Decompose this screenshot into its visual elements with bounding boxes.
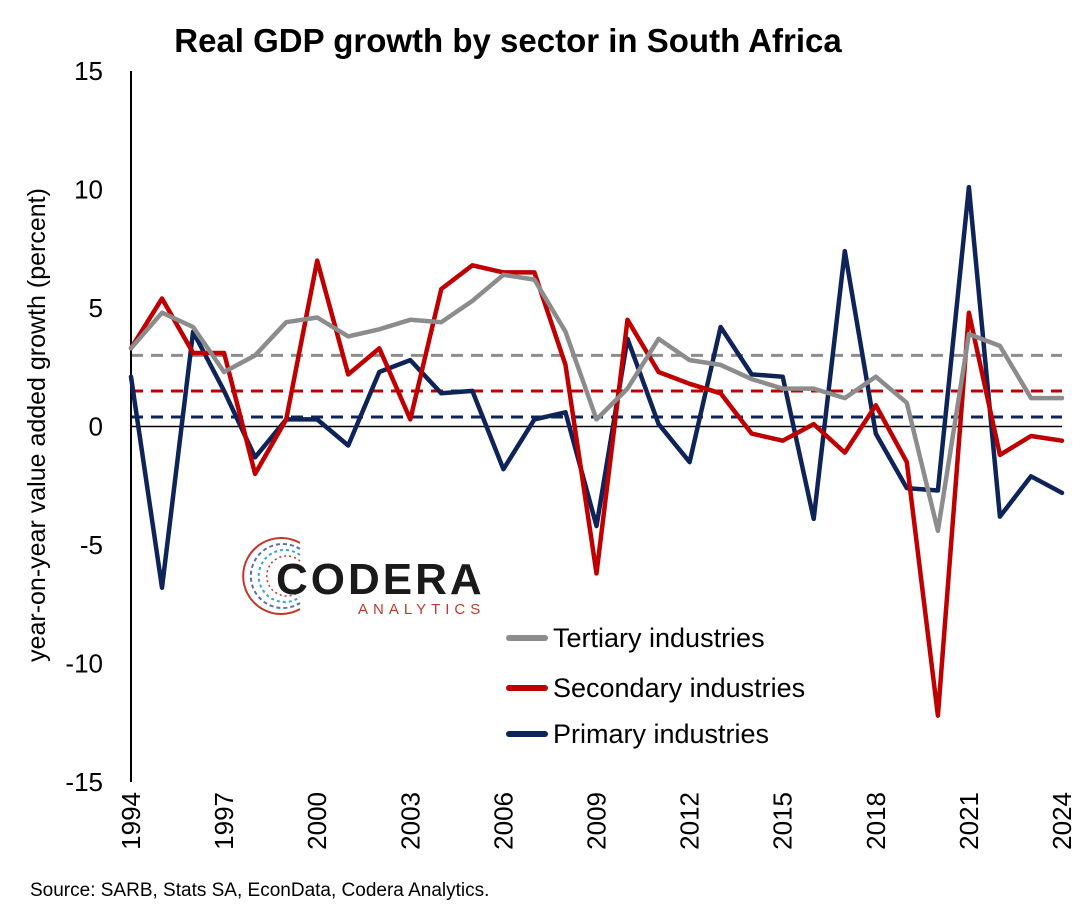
y-tick-label: 15 bbox=[74, 56, 103, 86]
y-tick-labels: -15 -10 -5 0 5 10 15 bbox=[65, 56, 103, 797]
legend-label: Secondary industries bbox=[553, 673, 805, 703]
legend: Tertiary industries Secondary industries P… bbox=[506, 623, 805, 749]
y-tick-label: -15 bbox=[65, 767, 103, 797]
x-tick-label: 2003 bbox=[395, 792, 425, 850]
average-lines bbox=[131, 353, 1062, 419]
codera-logo-name: CODERA bbox=[276, 555, 485, 604]
x-tick-label: 1997 bbox=[209, 792, 239, 850]
codera-logo-arc-icon bbox=[242, 537, 301, 615]
series-line bbox=[128, 258, 1065, 718]
x-tick-label: 2018 bbox=[861, 792, 891, 850]
x-tick-label: 2024 bbox=[1047, 792, 1077, 850]
y-tick-label: 10 bbox=[74, 175, 103, 205]
x-tick-label: 2006 bbox=[488, 792, 518, 850]
codera-logo: CODERA ANALYTICS bbox=[242, 537, 485, 618]
series-line bbox=[128, 272, 1065, 534]
source-note: Source: SARB, Stats SA, EconData, Codera… bbox=[30, 880, 489, 901]
x-tick-label: 2000 bbox=[302, 792, 332, 850]
x-tick-label: 2009 bbox=[582, 792, 612, 850]
y-axis-label: year-on-year value added growth (percent… bbox=[23, 188, 51, 662]
x-tick-label: 2021 bbox=[954, 792, 984, 850]
axes bbox=[130, 71, 1062, 782]
chart-title: Real GDP growth by sector in South Afric… bbox=[174, 22, 842, 59]
legend-label: Tertiary industries bbox=[553, 623, 765, 653]
codera-logo-sub: ANALYTICS bbox=[358, 601, 485, 618]
y-tick-label: -10 bbox=[65, 649, 103, 679]
y-tick-label: 5 bbox=[89, 293, 103, 323]
y-tick-label: 0 bbox=[89, 412, 103, 442]
legend-label: Primary industries bbox=[553, 719, 769, 749]
x-tick-label: 2012 bbox=[675, 792, 705, 850]
x-tick-labels: 1994 1997 2000 2003 2006 2009 2012 2015 2018 2021… bbox=[116, 792, 1077, 850]
x-tick-label: 2015 bbox=[768, 792, 798, 850]
series-line bbox=[128, 184, 1065, 590]
x-tick-label: 1994 bbox=[116, 792, 146, 850]
series-lines bbox=[128, 184, 1065, 718]
y-tick-label: -5 bbox=[80, 530, 103, 560]
